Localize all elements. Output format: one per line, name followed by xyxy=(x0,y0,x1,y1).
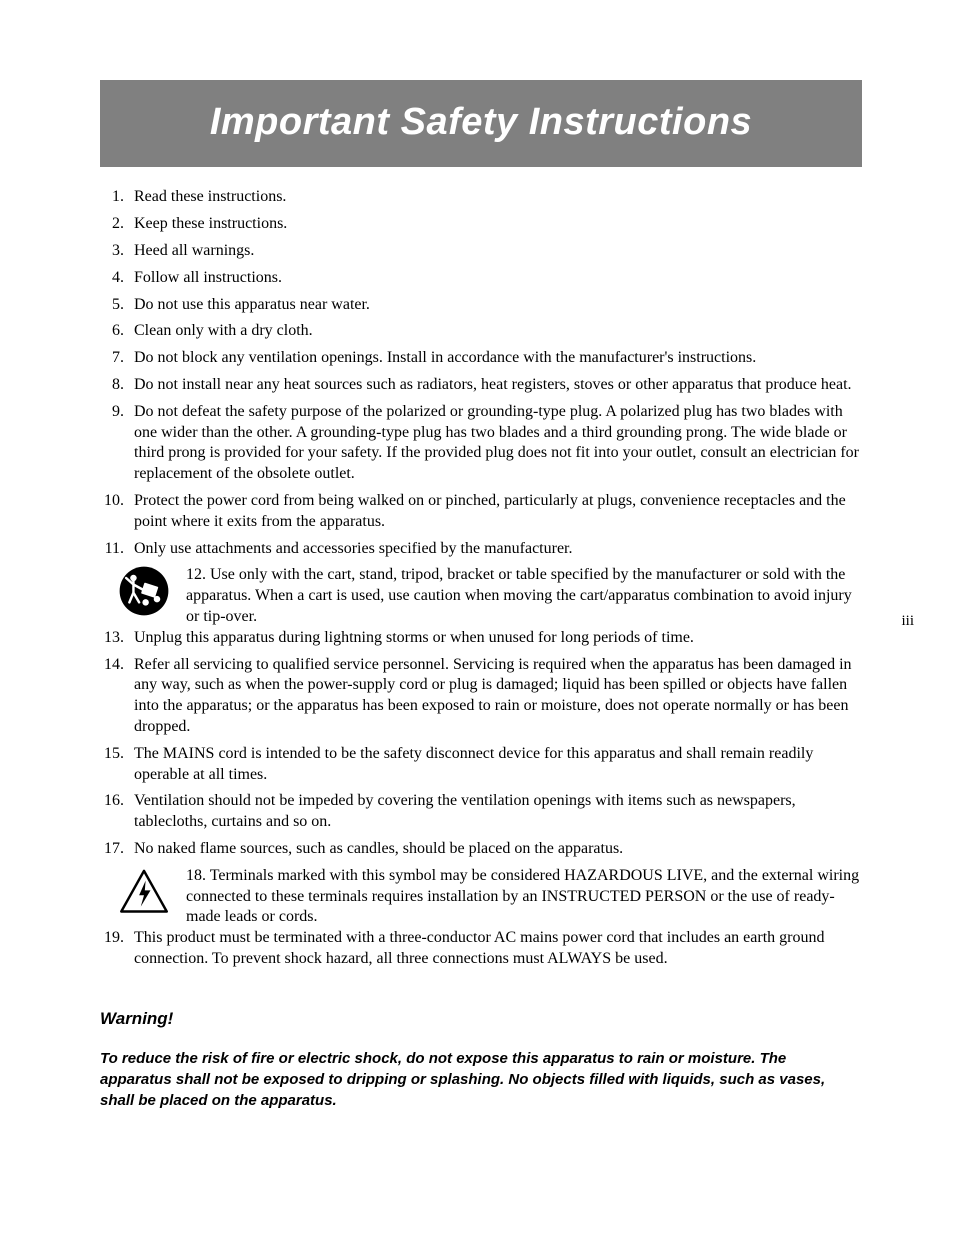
safety-instructions-list-end: This product must be terminated with a t… xyxy=(100,928,862,970)
list-item: Do not use this apparatus near water. xyxy=(128,295,862,316)
page-number: iii xyxy=(901,612,914,632)
warning-body: To reduce the risk of fire or electric s… xyxy=(100,1048,862,1111)
list-item: Clean only with a dry cloth. xyxy=(128,321,862,342)
safety-instructions-list-cont: Unplug this apparatus during lightning s… xyxy=(100,628,862,860)
list-item: Do not block any ventilation openings. I… xyxy=(128,348,862,369)
list-item: Ventilation should not be impeded by cov… xyxy=(128,791,862,833)
list-item: Heed all warnings. xyxy=(128,241,862,262)
list-item: No naked flame sources, such as candles,… xyxy=(128,839,862,860)
list-item: The MAINS cord is intended to be the saf… xyxy=(128,744,862,786)
safety-instructions-list: Read these instructions. Keep these inst… xyxy=(100,187,862,559)
page-title: Important Safety Instructions xyxy=(210,101,752,143)
list-item: Refer all servicing to qualified service… xyxy=(128,655,862,738)
list-item: Read these instructions. xyxy=(128,187,862,208)
list-item: This product must be terminated with a t… xyxy=(128,928,862,970)
list-item: Do not defeat the safety purpose of the … xyxy=(128,402,862,485)
shock-hazard-icon xyxy=(116,866,172,918)
list-item: Protect the power cord from being walked… xyxy=(128,491,862,533)
list-item-with-icon: 12. Use only with the cart, stand, tripo… xyxy=(100,565,862,627)
cart-tip-icon xyxy=(116,565,172,621)
page-title-banner: Important Safety Instructions xyxy=(100,80,862,167)
list-item: Unplug this apparatus during lightning s… xyxy=(128,628,862,649)
list-item: Only use attachments and accessories spe… xyxy=(128,539,862,560)
document-page: Important Safety Instructions Read these… xyxy=(0,0,954,1235)
list-item-text: 18. Terminals marked with this symbol ma… xyxy=(186,866,862,928)
list-item-with-icon: 18. Terminals marked with this symbol ma… xyxy=(100,866,862,928)
list-item-text: 12. Use only with the cart, stand, tripo… xyxy=(186,565,862,627)
list-item: Keep these instructions. xyxy=(128,214,862,235)
warning-heading: Warning! xyxy=(100,1008,862,1030)
list-item: Follow all instructions. xyxy=(128,268,862,289)
list-item: Do not install near any heat sources suc… xyxy=(128,375,862,396)
